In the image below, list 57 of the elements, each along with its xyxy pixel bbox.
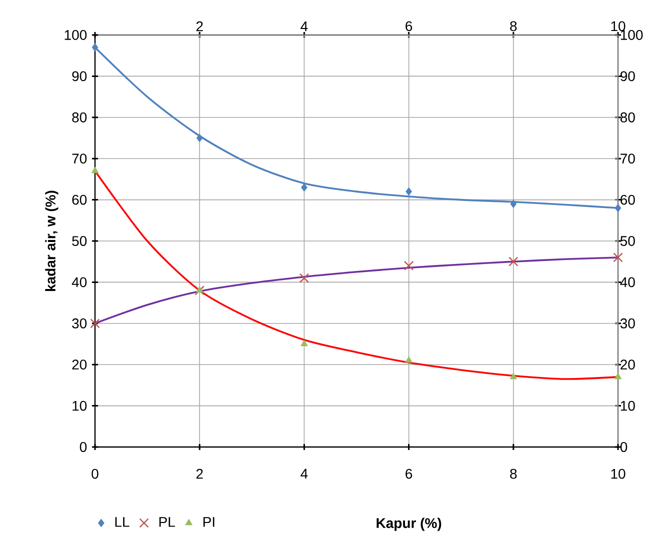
x-tick-label: 10	[611, 468, 626, 479]
y-tick-label: 50	[72, 236, 87, 246]
point	[614, 204, 622, 212]
legend-label: PI	[203, 517, 214, 527]
y2-tick-label: 30	[620, 318, 635, 328]
y-tick-label: 80	[72, 112, 87, 122]
point	[90, 318, 100, 328]
y2-tick-label: 60	[620, 194, 635, 205]
point	[196, 134, 203, 142]
legend-label: PL	[159, 517, 175, 527]
x-tick-label: 6	[406, 468, 412, 479]
point	[301, 183, 308, 192]
point	[300, 340, 308, 346]
y2-tick-label: 40	[620, 277, 635, 288]
legend-label: LL	[115, 517, 130, 527]
y-tick-label: 10	[72, 400, 87, 411]
y2-tick-label: 80	[620, 112, 635, 122]
point	[405, 356, 412, 363]
point	[613, 252, 623, 262]
x2-tick-label: 2	[196, 21, 203, 32]
point	[91, 166, 99, 174]
x-tick-label: 8	[510, 468, 517, 479]
x2-tick-label: 6	[406, 21, 412, 32]
y2-tick-label: 0	[620, 442, 628, 452]
y2-tick-label: 50	[620, 236, 635, 246]
x-tick-label: 2	[196, 468, 203, 479]
point	[510, 372, 518, 380]
x-tick-label: 0	[92, 468, 98, 479]
y2-tick-label: 20	[620, 360, 635, 370]
y2-tick-label: 10	[620, 400, 635, 411]
y-tick-label: 70	[72, 154, 87, 164]
point	[196, 286, 204, 293]
point	[510, 200, 517, 208]
x2-tick-label: 4	[300, 22, 308, 32]
y-tick-label: 100	[64, 30, 87, 40]
point	[406, 187, 412, 196]
line-series	[95, 256, 618, 324]
y-tick-label: 30	[72, 318, 87, 328]
y-tick-label: 20	[72, 360, 87, 370]
y2-tick-label: 100	[620, 30, 643, 40]
point	[299, 273, 310, 283]
y2-tick-label: 70	[620, 154, 635, 164]
x-axis-title: Kapur (%)	[376, 518, 442, 531]
x2-tick-label: 8	[510, 21, 517, 32]
point	[92, 43, 98, 52]
y-tick-label: 60	[72, 194, 87, 205]
y-tick-label: 40	[72, 277, 87, 288]
point	[614, 372, 622, 380]
point	[194, 286, 204, 296]
y2-tick-label: 90	[620, 71, 635, 82]
y-axis-title: kadar air, w (%)	[45, 190, 58, 291]
x2-tick-label: 10	[611, 21, 626, 32]
x-tick-label: 4	[300, 468, 308, 478]
point	[404, 260, 414, 271]
y-tick-label: 0	[80, 442, 87, 452]
y-tick-label: 90	[72, 71, 87, 82]
point	[508, 256, 518, 266]
